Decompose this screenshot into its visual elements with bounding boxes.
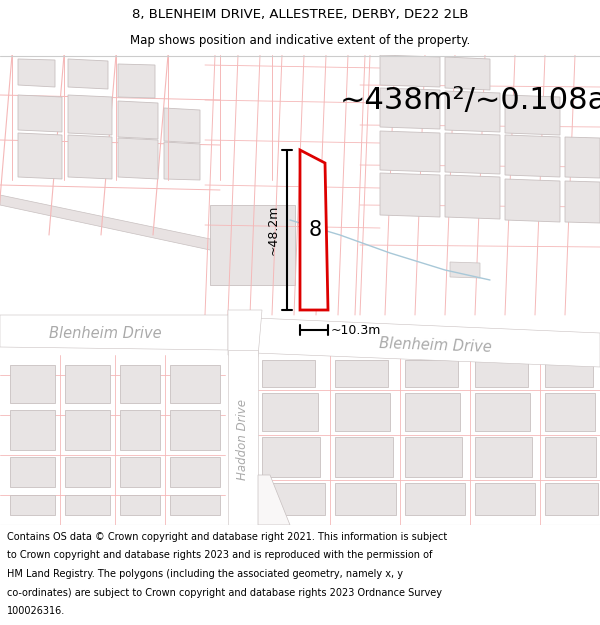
Polygon shape [405, 437, 462, 477]
Polygon shape [445, 91, 500, 132]
Polygon shape [262, 360, 315, 387]
Polygon shape [0, 315, 228, 350]
Text: co-ordinates) are subject to Crown copyright and database rights 2023 Ordnance S: co-ordinates) are subject to Crown copyr… [7, 588, 442, 598]
Polygon shape [118, 64, 155, 98]
Polygon shape [380, 173, 440, 217]
Text: to Crown copyright and database rights 2023 and is reproduced with the permissio: to Crown copyright and database rights 2… [7, 551, 433, 561]
Polygon shape [65, 365, 110, 403]
Polygon shape [68, 95, 112, 135]
Polygon shape [475, 360, 528, 387]
Polygon shape [68, 135, 112, 179]
Polygon shape [475, 393, 530, 431]
Polygon shape [475, 437, 532, 477]
Polygon shape [450, 262, 480, 278]
Polygon shape [18, 95, 62, 132]
Polygon shape [120, 365, 160, 403]
Text: ~10.3m: ~10.3m [331, 324, 382, 336]
Polygon shape [170, 495, 220, 515]
Polygon shape [262, 483, 325, 515]
Polygon shape [335, 437, 393, 477]
Polygon shape [10, 495, 55, 515]
Polygon shape [170, 457, 220, 487]
Polygon shape [10, 365, 55, 403]
Text: Haddon Drive: Haddon Drive [236, 399, 250, 481]
Polygon shape [228, 310, 262, 357]
Polygon shape [120, 457, 160, 487]
Polygon shape [565, 181, 600, 223]
Polygon shape [565, 137, 600, 178]
Polygon shape [505, 95, 560, 135]
Polygon shape [545, 437, 596, 477]
Polygon shape [445, 133, 500, 174]
Polygon shape [405, 360, 458, 387]
Polygon shape [18, 59, 55, 87]
Polygon shape [335, 360, 388, 387]
Polygon shape [405, 393, 460, 431]
Polygon shape [210, 205, 295, 285]
Polygon shape [258, 475, 290, 525]
Text: Blenheim Drive: Blenheim Drive [379, 336, 491, 354]
Text: ~438m²/~0.108ac.: ~438m²/~0.108ac. [340, 86, 600, 114]
Polygon shape [118, 101, 158, 139]
Polygon shape [262, 393, 318, 431]
Polygon shape [335, 393, 390, 431]
Polygon shape [545, 483, 598, 515]
Text: HM Land Registry. The polygons (including the associated geometry, namely x, y: HM Land Registry. The polygons (includin… [7, 569, 403, 579]
Text: 100026316.: 100026316. [7, 606, 65, 616]
Polygon shape [68, 59, 108, 89]
Polygon shape [65, 457, 110, 487]
Text: 8: 8 [308, 220, 322, 240]
Polygon shape [505, 135, 560, 177]
Polygon shape [0, 195, 215, 250]
Text: Blenheim Drive: Blenheim Drive [49, 326, 161, 341]
Text: ~48.2m: ~48.2m [267, 205, 280, 255]
Polygon shape [475, 483, 535, 515]
Polygon shape [545, 393, 595, 431]
Polygon shape [65, 495, 110, 515]
Polygon shape [445, 57, 490, 90]
Polygon shape [65, 410, 110, 450]
Polygon shape [380, 55, 440, 87]
Polygon shape [118, 138, 158, 179]
Text: Map shows position and indicative extent of the property.: Map shows position and indicative extent… [130, 34, 470, 47]
Polygon shape [262, 437, 320, 477]
Polygon shape [335, 483, 396, 515]
Polygon shape [505, 179, 560, 222]
Polygon shape [170, 365, 220, 403]
Polygon shape [300, 150, 328, 310]
Polygon shape [445, 175, 500, 219]
Polygon shape [170, 410, 220, 450]
Polygon shape [405, 483, 465, 515]
Polygon shape [164, 142, 200, 180]
Polygon shape [10, 457, 55, 487]
Polygon shape [10, 410, 55, 450]
Text: 8, BLENHEIM DRIVE, ALLESTREE, DERBY, DE22 2LB: 8, BLENHEIM DRIVE, ALLESTREE, DERBY, DE2… [132, 8, 468, 21]
Polygon shape [228, 350, 258, 525]
Polygon shape [380, 131, 440, 172]
Text: Contains OS data © Crown copyright and database right 2021. This information is : Contains OS data © Crown copyright and d… [7, 532, 448, 542]
Polygon shape [380, 88, 440, 129]
Polygon shape [18, 133, 62, 179]
Polygon shape [545, 360, 593, 387]
Polygon shape [120, 410, 160, 450]
Polygon shape [120, 495, 160, 515]
Polygon shape [164, 108, 200, 143]
Polygon shape [255, 318, 600, 367]
